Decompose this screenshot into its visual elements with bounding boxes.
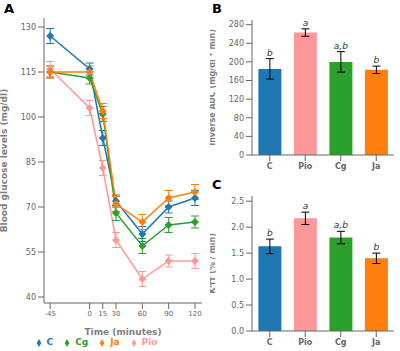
- svg-text:85: 85: [26, 158, 36, 167]
- svg-text:30: 30: [112, 310, 121, 318]
- svg-text:Blood glucose levels (mg/dl): Blood glucose levels (mg/dl): [8, 89, 9, 233]
- svg-text:40: 40: [26, 293, 36, 302]
- svg-text:b: b: [267, 48, 273, 58]
- svg-text:160: 160: [229, 76, 244, 85]
- html-text:Cg: Cg: [75, 337, 89, 347]
- svg-text:Kᴵᴛᴛ (% / min): Kᴵᴛᴛ (% / min): [210, 233, 217, 294]
- svg-text:15: 15: [98, 310, 107, 318]
- svg-text:Ja: Ja: [371, 338, 380, 347]
- svg-text:a: a: [303, 201, 309, 211]
- svg-text:a,b: a,b: [334, 220, 348, 230]
- svg-text:40: 40: [234, 132, 244, 141]
- svg-text:Pio: Pio: [298, 162, 313, 171]
- svg-text:a,b: a,b: [334, 41, 348, 51]
- svg-text:280: 280: [229, 20, 244, 29]
- svg-text:Cg: Cg: [335, 162, 347, 171]
- svg-text:Pio: Pio: [298, 338, 313, 347]
- svg-text:0.0: 0.0: [231, 327, 244, 336]
- svg-text:-45: -45: [44, 310, 55, 318]
- svg-text:b: b: [374, 55, 380, 65]
- svg-text:2.5: 2.5: [231, 197, 244, 206]
- svg-text:Ja: Ja: [371, 162, 380, 171]
- svg-text:200: 200: [229, 58, 244, 67]
- svg-text:240: 240: [229, 39, 244, 48]
- svg-text:1.0: 1.0: [231, 275, 244, 284]
- svg-text:a: a: [303, 18, 309, 28]
- svg-text:0: 0: [87, 310, 91, 318]
- svg-text:C: C: [267, 162, 273, 171]
- svg-text:2.0: 2.0: [231, 223, 244, 232]
- svg-text:80: 80: [234, 114, 244, 123]
- svg-text:Cg: Cg: [335, 338, 347, 347]
- svg-text:b: b: [267, 228, 273, 238]
- svg-text:1.5: 1.5: [231, 249, 244, 258]
- html-text:C: C: [212, 177, 222, 192]
- svg-text:60: 60: [138, 310, 147, 318]
- svg-text:0.5: 0.5: [231, 301, 244, 310]
- html-text:Pio: Pio: [141, 337, 158, 347]
- svg-text:Inverse AUC (mg/dl * min): Inverse AUC (mg/dl * min): [210, 29, 217, 146]
- svg-text:120: 120: [188, 310, 201, 318]
- html-text:C: C: [46, 337, 54, 347]
- svg-text:100: 100: [21, 113, 36, 122]
- svg-text:115: 115: [21, 68, 36, 77]
- svg-text:Time (minutes): Time (minutes): [84, 327, 161, 337]
- svg-text:b: b: [374, 242, 380, 252]
- svg-text:55: 55: [26, 248, 36, 257]
- html-text:A: A: [4, 1, 15, 16]
- svg-text:90: 90: [164, 310, 173, 318]
- svg-text:0: 0: [239, 151, 244, 160]
- html-text:Ja: Ja: [110, 337, 120, 347]
- html-text:B: B: [212, 1, 222, 16]
- svg-text:70: 70: [26, 203, 36, 212]
- svg-text:130: 130: [21, 23, 36, 32]
- svg-text:C: C: [267, 338, 273, 347]
- svg-text:120: 120: [229, 95, 244, 104]
